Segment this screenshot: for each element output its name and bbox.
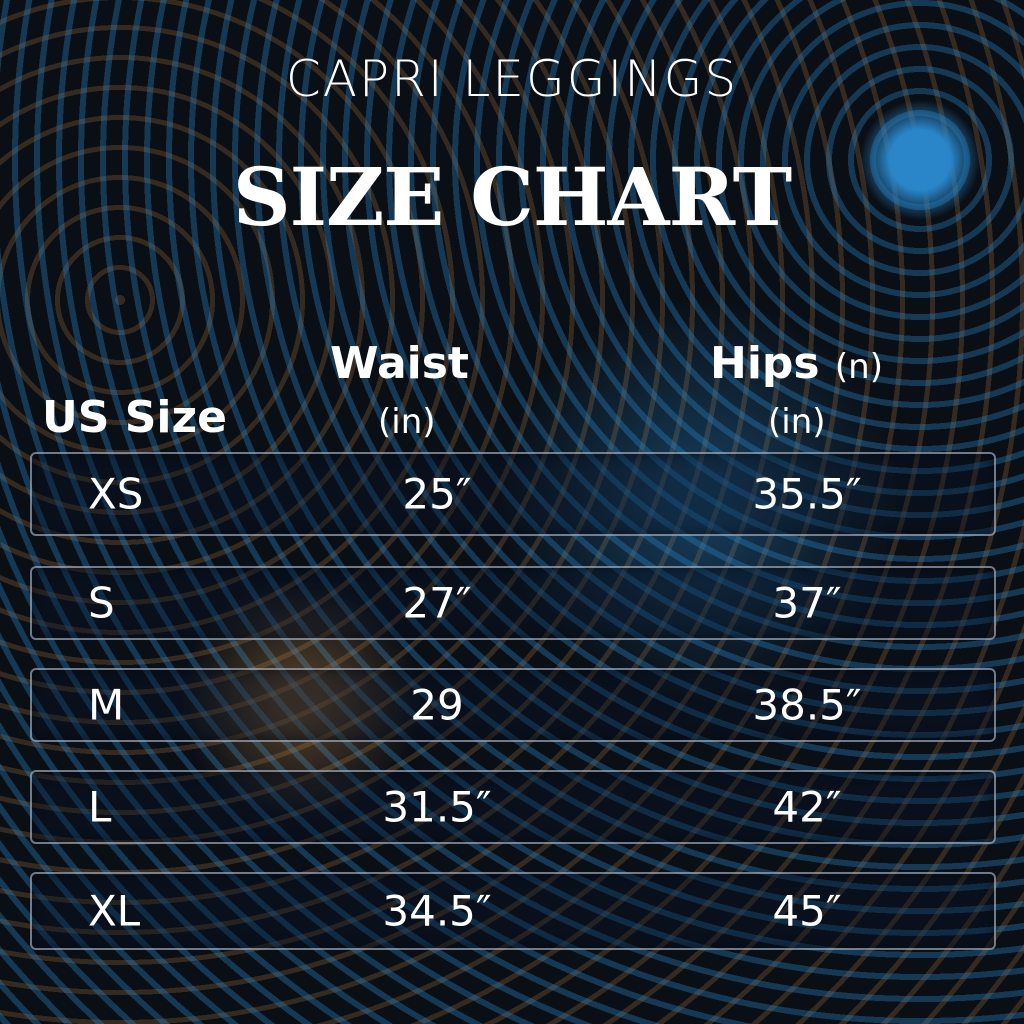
hips-cell: 45″ xyxy=(772,886,842,936)
page-title: SIZE CHART xyxy=(232,150,792,244)
subtitle: CAPRI LEGGINGS xyxy=(285,50,739,108)
size-cell: XL xyxy=(88,886,141,936)
waist-cell: 34.5″ xyxy=(382,886,492,936)
header-hips-extra: (n) xyxy=(834,347,883,387)
table-row: L 31.5″ 42″ xyxy=(30,770,996,844)
hips-cell: 42″ xyxy=(772,782,842,832)
header-waist: Waist xyxy=(330,338,469,389)
table-row: M 29 38.5″ xyxy=(30,668,996,742)
header-hips-unit: (in) xyxy=(768,402,826,442)
waist-cell: 27″ xyxy=(402,578,472,628)
hips-cell: 37″ xyxy=(772,578,842,628)
size-cell: M xyxy=(88,680,125,730)
header-hips-label: Hips xyxy=(710,338,820,389)
waist-cell: 25″ xyxy=(402,469,472,519)
waist-cell: 31.5″ xyxy=(382,782,492,832)
header-waist-unit: (in) xyxy=(378,402,436,442)
hips-cell: 35.5″ xyxy=(752,469,862,519)
table-row: S 27″ 37″ xyxy=(30,566,996,640)
size-cell: L xyxy=(88,782,112,832)
size-cell: S xyxy=(88,578,115,628)
hips-cell: 38.5″ xyxy=(752,680,862,730)
table-row: XL 34.5″ 45″ xyxy=(30,872,996,950)
size-cell: XS xyxy=(88,469,144,519)
header-us-size: US Size xyxy=(42,392,227,443)
header-hips: Hips (n) xyxy=(710,338,883,389)
table-row: XS 25″ 35.5″ xyxy=(30,452,996,536)
waist-cell: 29 xyxy=(410,680,464,730)
